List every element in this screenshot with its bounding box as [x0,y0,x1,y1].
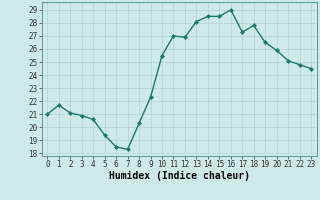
X-axis label: Humidex (Indice chaleur): Humidex (Indice chaleur) [109,171,250,181]
